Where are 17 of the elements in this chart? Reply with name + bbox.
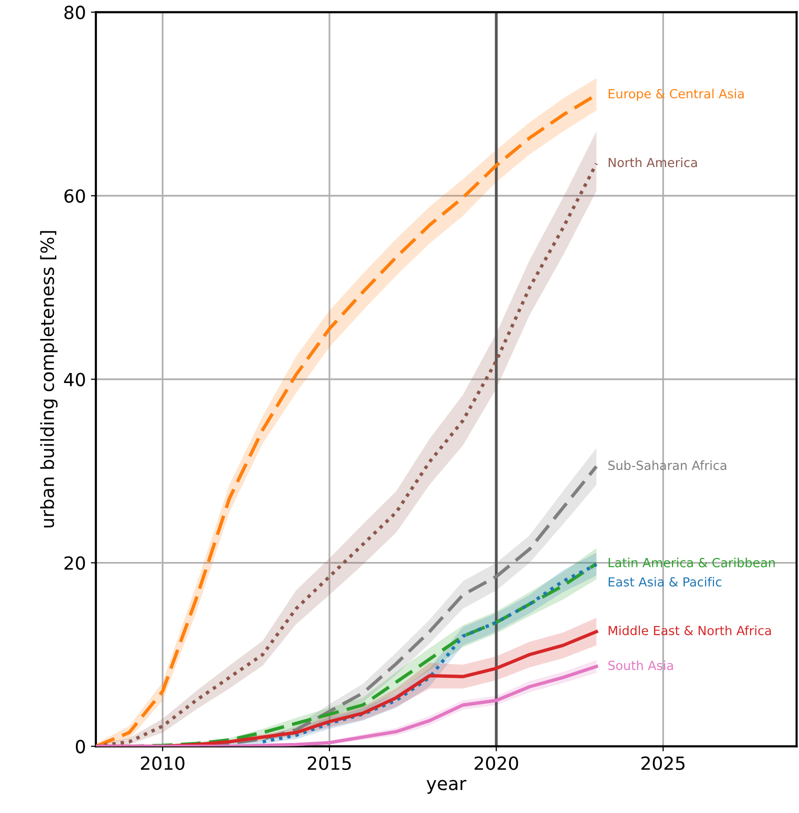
y-tick-label: 40: [64, 372, 85, 386]
series-label: Europe & Central Asia: [608, 88, 744, 101]
y-tick-label: 60: [64, 189, 85, 203]
y-axis-title: urban building completeness [%]: [40, 231, 58, 528]
y-tick-label: 80: [64, 6, 85, 20]
x-axis-title: year: [426, 780, 466, 794]
y-tick-label: 0: [76, 740, 85, 754]
y-tick-label: 20: [64, 556, 85, 570]
series-label: North America: [608, 158, 697, 168]
line-series: [261, 562, 598, 744]
x-tick-label: 2025: [641, 756, 685, 770]
series-label: East Asia & Pacific: [608, 576, 722, 587]
x-tick-label: 2010: [140, 756, 184, 770]
series-label: Latin America & Caribbean: [608, 558, 775, 568]
x-tick-label: 2020: [474, 756, 518, 770]
series-label: Middle East & North Africa: [608, 626, 771, 636]
x-tick-label: 2015: [308, 756, 351, 770]
